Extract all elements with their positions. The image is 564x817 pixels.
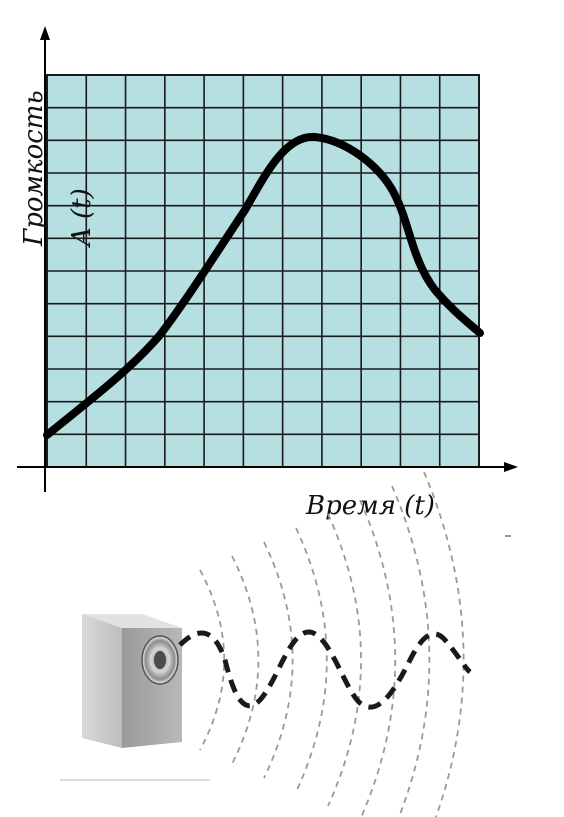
speaker-front (82, 614, 122, 748)
x-axis-label: Время (t) (305, 491, 435, 521)
sound-arc (295, 527, 328, 793)
sound-arc (199, 569, 225, 751)
sound-arc (231, 555, 260, 765)
sound-arcs (199, 471, 465, 817)
sound-arc (423, 471, 465, 817)
grid-lines (47, 75, 479, 467)
speaker-cone-center (154, 651, 166, 669)
sound-arc (391, 485, 431, 817)
y-axis-label-func: A (t) (67, 188, 97, 248)
axes (17, 26, 518, 492)
speaker-top (82, 614, 182, 628)
sound-wave-icon (178, 629, 472, 710)
y-axis-label-word: Громкость (19, 90, 49, 247)
speaker-icon (82, 614, 182, 748)
y-axis-arrow (40, 26, 50, 40)
sound-arc (263, 541, 294, 779)
loudness-curve (43, 133, 484, 439)
x-axis-arrow (504, 462, 518, 472)
grid-panel (46, 74, 480, 468)
sound-arc (359, 499, 397, 817)
